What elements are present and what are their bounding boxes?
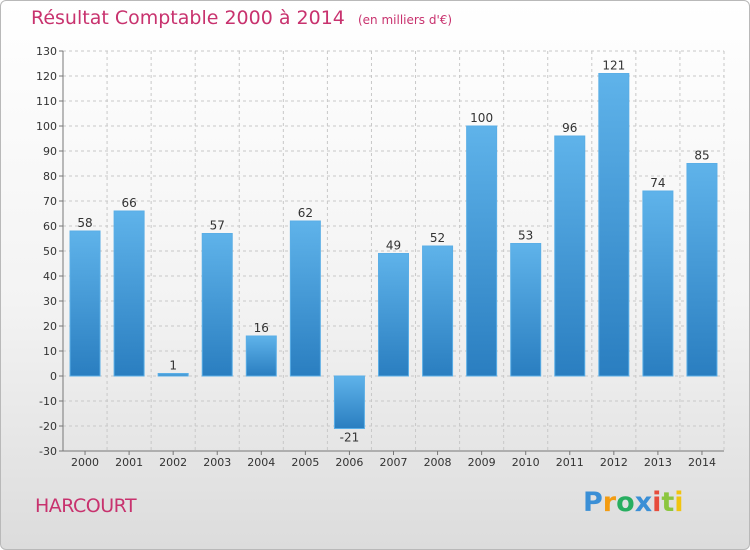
data-label: 52 <box>430 231 445 245</box>
x-tick-label: 2014 <box>688 456 716 469</box>
y-tick-label: 60 <box>43 220 57 233</box>
brand-letter: P <box>583 487 603 518</box>
title-row: Résultat Comptable 2000 à 2014 (en milli… <box>31 7 452 29</box>
x-tick-label: 2011 <box>556 456 584 469</box>
x-tick-label: 2013 <box>644 456 672 469</box>
x-axis-ticks: 2000 2001 2002 2003 2004 2005 2006 2007 2008 2009… <box>71 451 716 469</box>
proxiti-logo: Proxiti <box>583 487 684 518</box>
y-tick-label: -10 <box>39 395 57 408</box>
x-tick-label: 2012 <box>600 456 628 469</box>
bar <box>642 190 674 377</box>
x-tick-label: 2001 <box>115 456 143 469</box>
y-tick-label: 100 <box>36 120 57 133</box>
y-tick-label: 80 <box>43 170 57 183</box>
bar <box>69 230 101 377</box>
x-tick-label: 2002 <box>159 456 187 469</box>
bar <box>554 135 586 377</box>
data-label: 49 <box>386 239 401 253</box>
data-label: 16 <box>254 321 269 335</box>
bar <box>466 125 498 377</box>
brand-letter: i <box>674 487 684 518</box>
data-label: 74 <box>650 176 665 190</box>
y-tick-label: 90 <box>43 145 57 158</box>
bar-chart: -30 -20 -10 0 10 20 30 40 50 60 70 80 90 100 110 120 130… <box>36 45 725 469</box>
data-label: 1 <box>169 359 177 373</box>
y-tick-label: 20 <box>43 320 57 333</box>
data-label: 100 <box>470 111 493 125</box>
y-tick-label: 120 <box>36 70 57 83</box>
bar <box>201 233 233 377</box>
bar <box>598 73 630 377</box>
brand-letter: x <box>634 487 653 518</box>
x-tick-label: 2006 <box>335 456 363 469</box>
x-tick-label: 2010 <box>512 456 540 469</box>
brand-letter: o <box>616 487 635 518</box>
x-tick-label: 2009 <box>468 456 496 469</box>
y-tick-label: 70 <box>43 195 57 208</box>
x-tick-label: 2007 <box>380 456 408 469</box>
bars <box>69 73 718 429</box>
brand-letter: r <box>602 487 617 518</box>
y-tick-label: 0 <box>50 370 57 383</box>
data-label: 57 <box>210 219 225 233</box>
chart-title: Résultat Comptable 2000 à 2014 <box>31 7 345 29</box>
x-tick-label: 2003 <box>203 456 231 469</box>
y-tick-label: 40 <box>43 270 57 283</box>
bar <box>333 375 365 429</box>
data-label: 62 <box>298 206 313 220</box>
bar <box>113 210 145 377</box>
bar <box>157 373 189 377</box>
chart-subtitle: (en milliers d'€) <box>357 13 453 27</box>
data-label: 85 <box>694 149 709 163</box>
y-axis-ticks: -30 -20 -10 0 10 20 30 40 50 60 70 80 90 100 110 120 130 <box>36 45 63 458</box>
data-label: 121 <box>602 59 625 73</box>
bar <box>245 335 277 377</box>
data-label: 66 <box>121 196 136 210</box>
brand-letter: i <box>652 487 662 518</box>
y-tick-label: -30 <box>39 445 57 458</box>
y-tick-label: 110 <box>36 95 57 108</box>
bar <box>289 220 321 377</box>
bar <box>686 163 718 377</box>
y-tick-label: 10 <box>43 345 57 358</box>
data-label: -21 <box>340 431 360 445</box>
data-label: 53 <box>518 229 533 243</box>
x-tick-label: 2004 <box>247 456 275 469</box>
data-labels: 58 66 1 57 16 62 -21 49 52 100 53 96 121 74 85 <box>77 59 709 445</box>
y-tick-label: 30 <box>43 295 57 308</box>
axes <box>62 51 724 452</box>
y-tick-label: 50 <box>43 245 57 258</box>
commune-name: HARCOURT <box>35 495 137 517</box>
data-label: 58 <box>77 216 92 230</box>
bar <box>378 253 409 377</box>
bar <box>510 243 542 377</box>
bar <box>422 245 454 377</box>
y-tick-label: -20 <box>39 420 57 433</box>
data-label: 96 <box>562 121 577 135</box>
brand-letter: t <box>661 487 675 518</box>
x-tick-label: 2005 <box>291 456 319 469</box>
gridlines <box>62 50 725 452</box>
x-tick-label: 2008 <box>424 456 452 469</box>
y-tick-label: 130 <box>36 45 57 58</box>
x-tick-label: 2000 <box>71 456 99 469</box>
